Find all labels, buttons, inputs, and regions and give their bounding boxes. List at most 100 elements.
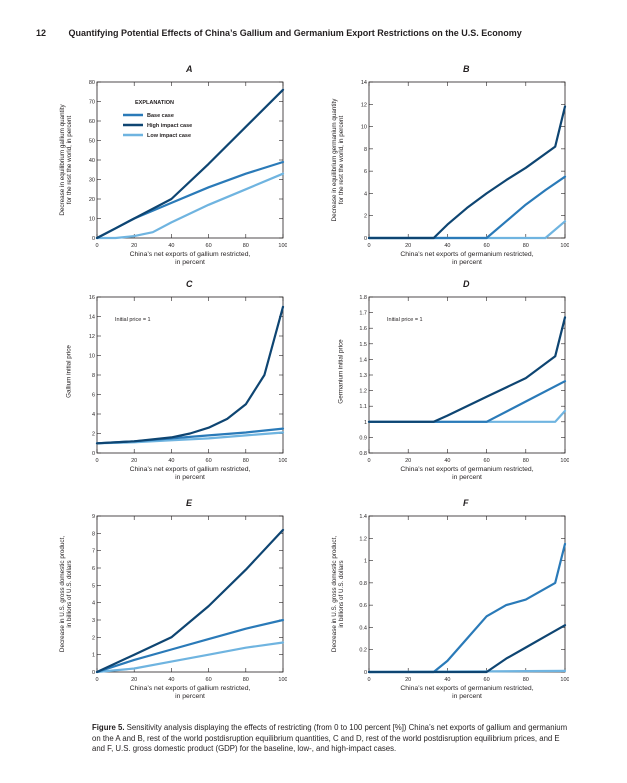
y-tick-label: 7 [92, 549, 95, 555]
x-axis-label-E: China’s net exports of gallium restricte… [80, 685, 300, 701]
x-tick-label: 80 [523, 677, 529, 683]
x-tick-label: 100 [560, 677, 569, 683]
page-number: 12 [36, 28, 47, 38]
x-tick-label: 60 [206, 677, 212, 683]
x-axis-label-B: China’s net exports of germanium restric… [357, 251, 577, 267]
x-tick-label: 40 [444, 458, 450, 464]
x-tick-label: 100 [278, 458, 287, 464]
caption-label: Figure 5. [92, 723, 125, 732]
x-tick-label: 0 [95, 458, 98, 464]
y-tick-label: 0.6 [359, 603, 367, 609]
y-axis-label-line: Decrease in equilibrium gallium quantity [59, 104, 66, 216]
y-tick-label: 2 [364, 214, 367, 220]
x-axis-label-D: China’s net exports of germanium restric… [357, 466, 577, 482]
x-tick-label: 20 [405, 458, 411, 464]
x-axis-label-line: China’s net exports of gallium restricte… [129, 466, 251, 473]
x-axis-label-line: in percent [452, 259, 482, 266]
y-tick-label: 1.6 [359, 326, 367, 332]
chart-F: 0 0.2 0.4 0.6 0.8 1 1.2 1.4 0 20 40 60 80 100 [359, 514, 569, 683]
y-tick-label: 16 [89, 295, 95, 301]
x-tick-label: 80 [243, 677, 249, 683]
y-tick-label: 20 [89, 197, 95, 203]
x-tick-label: 0 [367, 458, 370, 464]
x-tick-label: 20 [131, 458, 137, 464]
x-tick-label: 100 [560, 243, 569, 249]
x-tick-label: 80 [523, 458, 529, 464]
y-tick-label: 1.7 [359, 311, 367, 317]
y-tick-label: 12 [89, 334, 95, 340]
y-axis-label-line: for the rest the world, in percent [338, 115, 345, 205]
series-line-high [367, 624, 567, 674]
chart-E: 0 1 2 3 4 5 6 7 8 9 0 20 40 60 80 100 [92, 514, 287, 683]
y-tick-label: 10 [89, 354, 95, 360]
chart-C: 0 2 4 6 8 10 12 14 16 0 20 40 60 80 100 Initial price =… [89, 295, 287, 464]
y-axis-label-line: Decrease in U.S. gross domestic product, [331, 535, 338, 653]
y-tick-label: 8 [92, 531, 95, 537]
y-tick-label: 5 [92, 583, 95, 589]
x-tick-label: 0 [95, 677, 98, 683]
y-axis-label-C: Gallium initial price [66, 294, 73, 450]
y-tick-label: 0.2 [359, 648, 367, 654]
series-line-base [367, 380, 567, 423]
series-line-base [367, 175, 567, 240]
y-tick-label: 6 [92, 393, 95, 399]
series-line-low [95, 172, 285, 240]
y-tick-label: 30 [89, 178, 95, 184]
y-tick-label: 70 [89, 100, 95, 106]
y-axis-label-D: Germanium initial price [338, 294, 345, 450]
initial-price-annotation: Initial price = 1 [115, 317, 151, 323]
x-tick-label: 40 [168, 677, 174, 683]
y-tick-label: 14 [361, 80, 367, 86]
x-axis-label-line: China’s net exports of gallium restricte… [129, 685, 251, 692]
legend-label-high: High impact case [147, 123, 192, 129]
x-axis-label-line: China’s net exports of germanium restric… [400, 466, 534, 473]
chart-A: 0 10 20 30 40 50 60 70 80 0 20 40 60 80 100 EXPLANATION… [89, 80, 287, 249]
y-tick-label: 60 [89, 119, 95, 125]
figure-caption: Figure 5. Sensitivity analysis displayin… [92, 723, 572, 755]
y-tick-label: 80 [89, 80, 95, 86]
x-tick-label: 40 [444, 677, 450, 683]
x-axis-label-line: China’s net exports of germanium restric… [400, 251, 534, 258]
y-tick-label: 1.3 [359, 373, 367, 379]
x-tick-label: 20 [131, 677, 137, 683]
y-tick-label: 0 [364, 670, 367, 676]
x-axis-label-line: in percent [175, 259, 205, 266]
y-tick-label: 1 [364, 559, 367, 565]
series-line-high [95, 305, 285, 445]
x-tick-label: 80 [523, 243, 529, 249]
y-tick-label: 2 [92, 635, 95, 641]
y-axis-label-line: for the rest the world, in percent [66, 115, 73, 205]
x-tick-label: 100 [560, 458, 569, 464]
report-title: Quantifying Potential Effects of China’s… [68, 28, 522, 38]
series-line-high [367, 316, 567, 423]
x-tick-label: 0 [367, 243, 370, 249]
series-line-base [367, 542, 567, 674]
y-axis-label-line: in billions of U.S. dollars [338, 560, 345, 628]
y-tick-label: 0 [92, 236, 95, 242]
series-line-high [367, 105, 567, 240]
y-axis-label-line: Gallium initial price [65, 345, 73, 398]
x-tick-label: 60 [484, 458, 490, 464]
y-tick-label: 40 [89, 158, 95, 164]
y-tick-label: 0.8 [359, 451, 367, 457]
x-tick-label: 60 [484, 243, 490, 249]
y-tick-label: 0 [364, 236, 367, 242]
y-tick-label: 10 [361, 125, 367, 131]
legend-label-base: Base case [147, 113, 174, 119]
page-header: 12 Quantifying Potential Effects of Chin… [36, 28, 522, 38]
y-tick-label: 1.2 [359, 389, 367, 395]
x-axis-label-line: in percent [452, 693, 482, 700]
y-tick-label: 6 [364, 169, 367, 175]
y-axis-label-line: Germanium initial price [337, 339, 345, 404]
y-axis-label-B: Decrease in equilibrium germanium quanti… [331, 82, 345, 238]
x-axis-label-line: in percent [452, 474, 482, 481]
x-tick-label: 80 [243, 458, 249, 464]
series-line-low [367, 220, 567, 240]
y-tick-label: 2 [92, 432, 95, 438]
series-line-base [95, 618, 285, 674]
panel-letter-D: D [463, 279, 470, 289]
plot-frame [96, 515, 284, 673]
y-tick-label: 10 [89, 217, 95, 223]
y-tick-label: 4 [92, 412, 95, 418]
x-tick-label: 100 [278, 677, 287, 683]
